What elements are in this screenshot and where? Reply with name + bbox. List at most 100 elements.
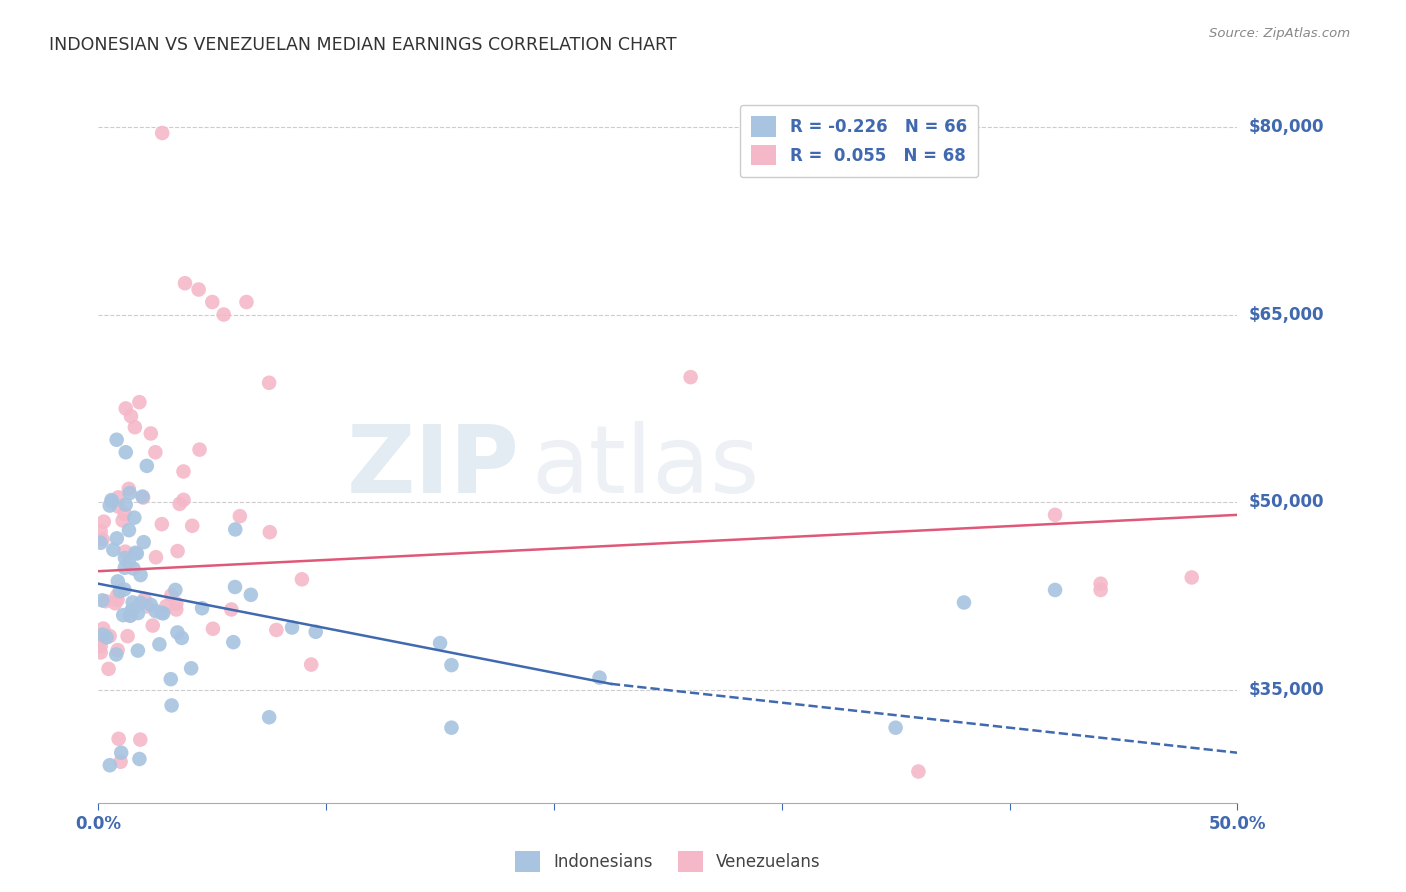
Text: atlas: atlas (531, 421, 759, 514)
Point (107, 574, 129, 589)
Point (152, 607, 174, 621)
Point (221, 602, 243, 616)
Point (148, 637, 170, 651)
Point (166, 544, 188, 558)
Point (125, 547, 148, 561)
Point (170, 631, 193, 645)
Text: $65,000: $65,000 (1249, 306, 1324, 324)
Point (224, 523, 246, 537)
Point (90, 524, 112, 539)
Point (191, 601, 214, 615)
Point (91, 632, 114, 646)
Point (94, 594, 117, 608)
Point (159, 672, 181, 686)
Point (90, 645, 112, 659)
Point (114, 401, 136, 416)
Point (110, 746, 132, 760)
Point (212, 308, 235, 322)
Point (129, 568, 152, 582)
Point (114, 498, 136, 512)
Point (129, 732, 152, 747)
Text: Source: ZipAtlas.com: Source: ZipAtlas.com (1209, 27, 1350, 40)
Point (1043, 582, 1066, 597)
Point (166, 625, 188, 640)
Point (97, 662, 120, 676)
Point (173, 492, 195, 507)
Point (128, 395, 150, 409)
Point (91, 622, 114, 636)
Point (122, 561, 145, 575)
Point (165, 602, 187, 616)
Point (108, 584, 131, 599)
Point (127, 643, 149, 657)
Point (129, 596, 152, 610)
Point (105, 589, 128, 603)
Point (169, 497, 191, 511)
Point (112, 582, 135, 597)
Point (139, 598, 162, 612)
Point (101, 494, 124, 508)
Point (224, 580, 246, 594)
Legend: Indonesians, Venezuelans: Indonesians, Venezuelans (506, 843, 830, 880)
Point (145, 445, 167, 459)
Point (118, 523, 141, 537)
Point (429, 636, 451, 650)
Point (281, 621, 304, 635)
Point (107, 491, 129, 505)
Point (139, 426, 162, 441)
Point (91, 593, 114, 607)
Point (124, 546, 146, 560)
Text: INDONESIAN VS VENEZUELAN MEDIAN EARNINGS CORRELATION CHART: INDONESIAN VS VENEZUELAN MEDIAN EARNINGS… (49, 36, 676, 54)
Point (91, 533, 114, 547)
Point (117, 629, 139, 643)
Point (235, 295, 257, 310)
Point (160, 698, 183, 713)
Point (145, 550, 167, 565)
Point (239, 588, 262, 602)
Point (187, 283, 209, 297)
Point (165, 582, 187, 597)
Point (114, 561, 136, 575)
Point (96, 630, 118, 644)
Point (105, 532, 128, 546)
Point (120, 604, 142, 618)
Point (127, 606, 149, 620)
Point (132, 491, 155, 505)
Point (90, 639, 112, 653)
Point (118, 482, 141, 496)
Point (124, 510, 146, 524)
Point (266, 623, 288, 637)
Point (136, 599, 159, 614)
Point (165, 597, 187, 611)
Point (884, 721, 907, 735)
Point (222, 635, 245, 649)
Point (105, 648, 128, 662)
Point (1090, 576, 1112, 591)
Point (440, 721, 463, 735)
Point (679, 370, 702, 384)
Point (90, 535, 112, 549)
Point (121, 595, 143, 609)
Point (1181, 570, 1204, 584)
Point (114, 445, 136, 459)
Point (111, 514, 134, 528)
Point (201, 622, 224, 636)
Point (112, 608, 135, 623)
Point (201, 295, 224, 310)
Point (121, 603, 143, 617)
Point (107, 500, 129, 514)
Point (150, 517, 173, 532)
Point (104, 596, 127, 610)
Point (114, 544, 136, 558)
Point (98, 758, 121, 772)
Point (155, 599, 177, 614)
Point (118, 555, 141, 569)
Text: $80,000: $80,000 (1249, 118, 1324, 136)
Point (160, 588, 183, 602)
Point (180, 661, 202, 675)
Point (907, 764, 929, 779)
Text: $35,000: $35,000 (1249, 681, 1324, 699)
Point (257, 710, 280, 724)
Point (173, 465, 195, 479)
Point (131, 490, 153, 504)
